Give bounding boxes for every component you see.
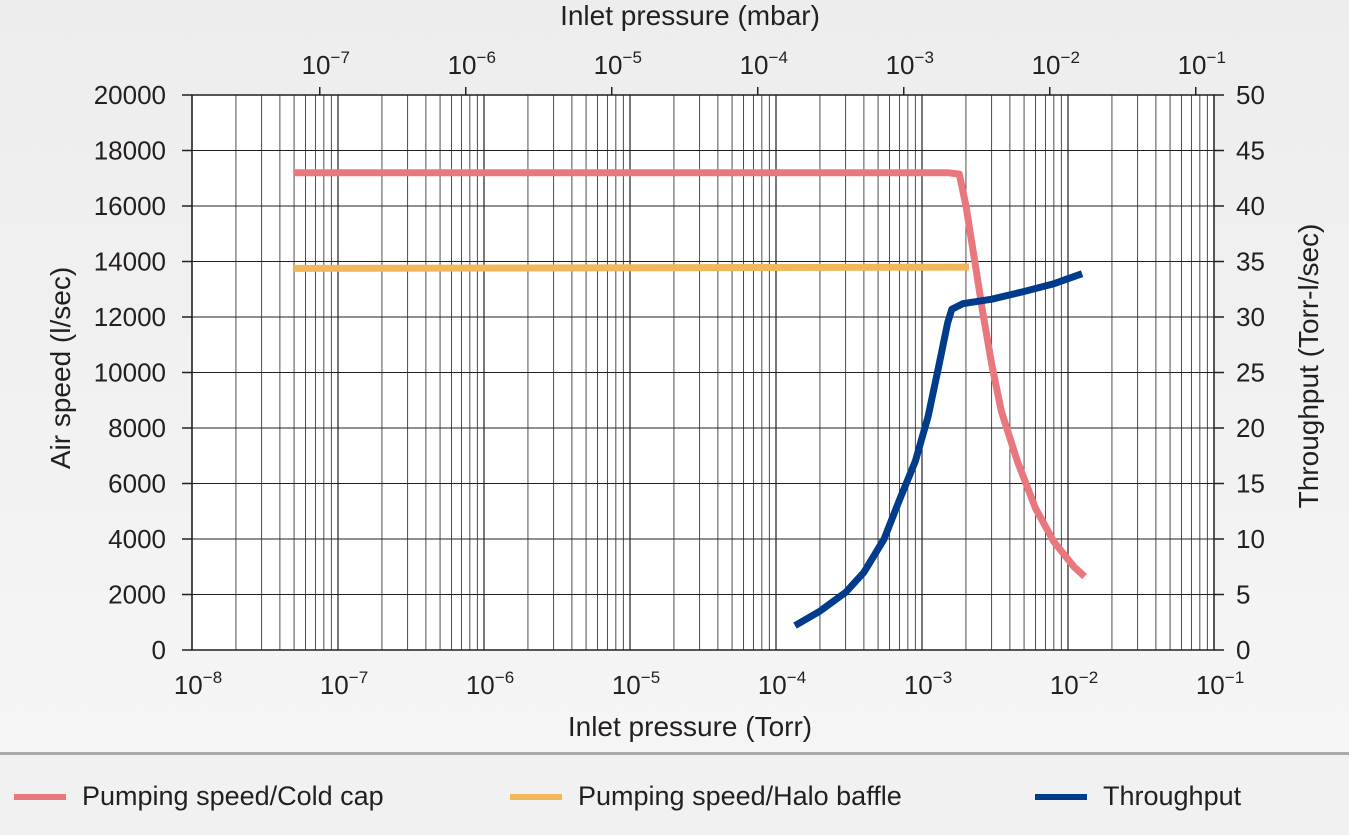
y-left-tick-label: 12000	[94, 302, 166, 332]
legend: Pumping speed/Cold cap Pumping speed/Hal…	[0, 752, 1349, 835]
x-top-tick-label: 10−7	[302, 48, 350, 80]
x-bottom-tick-label: 10−6	[466, 668, 514, 700]
x-top-tick-label: 10−2	[1032, 48, 1080, 80]
y-left-tick-label: 4000	[108, 524, 166, 554]
y-axis-right-title: Throughput (Torr-l/sec)	[1293, 224, 1324, 509]
legend-item-halo-baffle: Pumping speed/Halo baffle	[510, 781, 902, 812]
x-top-tick-label: 10−4	[740, 48, 788, 80]
x-bottom-tick-label: 10−3	[904, 668, 952, 700]
y-left-tick-label: 2000	[108, 580, 166, 610]
x-axis-top-title: Inlet pressure (mbar)	[560, 0, 820, 31]
x-bottom-tick-label: 10−4	[758, 668, 806, 700]
y-right-tick-label: 10	[1236, 524, 1265, 554]
x-top-tick-label: 10−5	[594, 48, 642, 80]
legend-item-cold-cap: Pumping speed/Cold cap	[14, 781, 384, 812]
legend-swatch-throughput	[1035, 793, 1087, 800]
x-top-tick-label: 10−6	[448, 48, 496, 80]
y-left-tick-label: 20000	[94, 80, 166, 110]
x-top-tick-label: 10−3	[886, 48, 934, 80]
y-right-tick-label: 50	[1236, 80, 1265, 110]
y-right-tick-label: 40	[1236, 191, 1265, 221]
y-left-tick-label: 16000	[94, 191, 166, 221]
y-right-tick-label: 45	[1236, 136, 1265, 166]
y-left-tick-label: 10000	[94, 358, 166, 388]
y-right-tick-label: 20	[1236, 413, 1265, 443]
y-right-tick-label: 35	[1236, 247, 1265, 277]
series-line-0	[294, 169, 1087, 580]
legend-label-cold-cap: Pumping speed/Cold cap	[82, 781, 384, 811]
legend-swatch-cold-cap	[14, 793, 66, 800]
y-left-tick-label: 18000	[94, 136, 166, 166]
x-top-tick-label: 10−1	[1178, 48, 1226, 80]
y-right-tick-label: 15	[1236, 469, 1265, 499]
series-line-1	[293, 263, 970, 272]
y-left-tick-label: 0	[152, 635, 166, 665]
y-left-tick-label: 6000	[108, 469, 166, 499]
y-right-tick-label: 0	[1236, 635, 1250, 665]
y-left-tick-label: 8000	[108, 413, 166, 443]
pumping-speed-chart: 0 2000 4000 6000 8000 10000 12000 14000 16000 180…	[45, 0, 1324, 742]
x-bottom-tick-label: 10−5	[612, 668, 660, 700]
y-left-tick-label: 14000	[94, 247, 166, 277]
y-right-tick-label: 30	[1236, 302, 1265, 332]
legend-item-throughput: Throughput	[1035, 781, 1241, 812]
y-right-tick-label: 25	[1236, 358, 1265, 388]
legend-swatch-halo-baffle	[510, 793, 562, 800]
series-line-2	[793, 270, 1084, 629]
series-layer	[293, 169, 1087, 629]
ticks-layer: 0 2000 4000 6000 8000 10000 12000 14000 16000 180…	[94, 48, 1265, 700]
legend-label-throughput: Throughput	[1103, 781, 1242, 811]
x-bottom-tick-label: 10−1	[1196, 668, 1244, 700]
y-right-tick-label: 5	[1236, 580, 1250, 610]
x-bottom-tick-label: 10−2	[1050, 668, 1098, 700]
x-bottom-tick-label: 10−8	[174, 668, 222, 700]
legend-label-halo-baffle: Pumping speed/Halo baffle	[578, 781, 902, 811]
x-axis-bottom-title: Inlet pressure (Torr)	[568, 711, 812, 742]
x-bottom-tick-label: 10−7	[320, 668, 368, 700]
y-axis-left-title: Air speed (l/sec)	[45, 267, 76, 469]
